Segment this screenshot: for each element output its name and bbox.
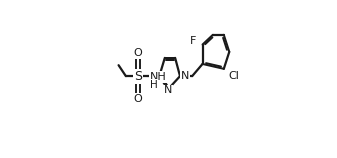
Text: H: H	[150, 80, 157, 90]
Text: O: O	[134, 94, 143, 104]
Text: N: N	[163, 85, 172, 95]
Text: S: S	[134, 70, 142, 83]
Text: F: F	[189, 36, 196, 46]
Text: O: O	[134, 48, 143, 58]
Text: Cl: Cl	[229, 71, 240, 81]
Text: NH: NH	[150, 72, 166, 82]
Text: N: N	[181, 70, 190, 81]
